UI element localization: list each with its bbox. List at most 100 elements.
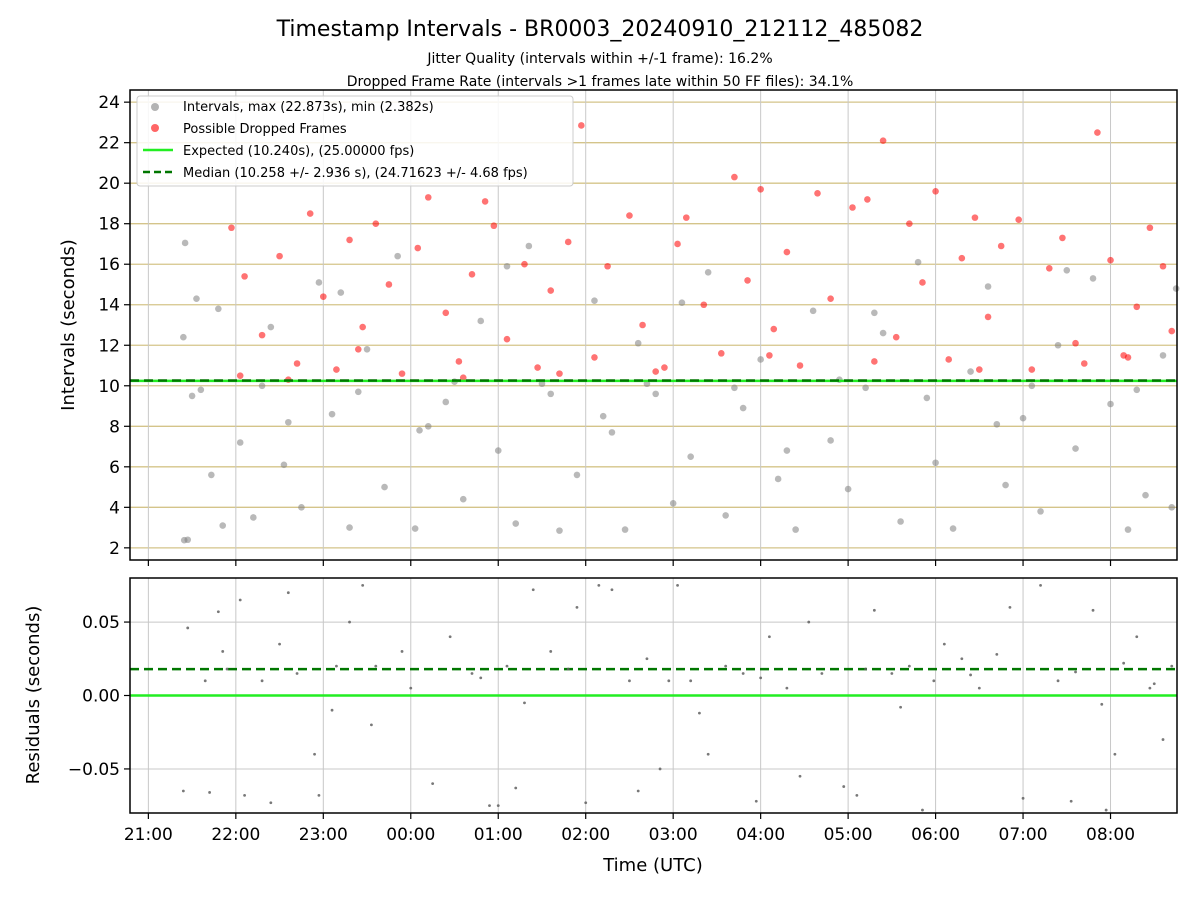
interval-point-43 — [809, 307, 817, 315]
interval-point-60 — [1107, 400, 1114, 408]
residual-point-75 — [479, 676, 483, 680]
interval-point-34 — [652, 390, 659, 398]
dropped-frame-point-25 — [578, 122, 585, 129]
intervals-ytick-label-16: 16 — [98, 255, 120, 275]
residual-point-2 — [203, 679, 207, 683]
residuals-ytick-label-2: 0.05 — [82, 613, 120, 633]
dropped-frame-point-28 — [626, 212, 633, 219]
residual-point-85 — [698, 711, 701, 715]
residual-point-12 — [313, 752, 316, 756]
dropped-frame-point-16 — [455, 358, 463, 365]
residual-point-58 — [995, 652, 999, 656]
interval-point-23 — [477, 317, 485, 325]
interval-point-66 — [354, 388, 362, 396]
residual-point-47 — [820, 672, 824, 675]
residual-point-24 — [496, 804, 500, 808]
interval-point-7 — [219, 522, 227, 529]
residual-point-7 — [243, 793, 246, 797]
residuals-ytick-label-0: −0.05 — [68, 760, 120, 780]
dropped-frame-point-32 — [683, 214, 690, 221]
dropped-frame-point-43 — [849, 204, 856, 211]
interval-point-44 — [827, 437, 834, 444]
interval-point-48 — [897, 518, 904, 525]
interval-point-56 — [1037, 508, 1044, 515]
dropped-frame-point-4 — [293, 360, 301, 367]
dropped-frame-point-42 — [827, 295, 834, 302]
interval-point-76 — [416, 427, 423, 434]
dropped-frame-point-76 — [1080, 360, 1088, 367]
interval-point-62 — [1142, 491, 1149, 499]
dropped-frame-point-20 — [503, 335, 511, 343]
residual-point-1 — [186, 626, 190, 630]
dropped-frame-point-10 — [372, 220, 380, 228]
interval-point-1 — [184, 536, 192, 544]
dropped-frame-point-53 — [984, 313, 992, 321]
residual-point-73 — [295, 672, 299, 675]
residual-point-69 — [1148, 686, 1152, 690]
dropped-frame-point-21 — [521, 260, 528, 268]
residual-point-54 — [932, 679, 936, 683]
interval-point-80 — [215, 305, 222, 313]
intervals-ytick-label-2: 2 — [109, 539, 120, 559]
interval-point-46 — [862, 384, 869, 392]
residual-point-45 — [798, 774, 802, 778]
xtick-label-01:00: 01:00 — [474, 825, 523, 845]
interval-point-19 — [411, 525, 419, 532]
residual-point-64 — [1091, 608, 1095, 612]
residual-point-49 — [855, 793, 859, 797]
residual-point-0 — [181, 789, 185, 793]
dropped-frame-point-58 — [1059, 234, 1066, 242]
dropped-frame-point-63 — [1133, 303, 1141, 311]
residual-point-28 — [549, 650, 553, 653]
residual-point-11 — [286, 591, 290, 595]
residual-point-57 — [977, 686, 981, 690]
dropped-frame-point-27 — [604, 262, 611, 270]
residual-point-34 — [636, 789, 640, 793]
dropped-frame-point-60 — [1094, 129, 1101, 136]
residual-point-26 — [514, 786, 518, 790]
chart-subtitle-jitter: Jitter Quality (intervals within +/-1 fr… — [426, 51, 772, 67]
interval-point-8 — [236, 439, 244, 446]
residual-point-25 — [505, 664, 509, 668]
interval-point-81 — [337, 289, 345, 296]
residual-point-80 — [969, 673, 972, 677]
interval-point-73 — [1028, 382, 1036, 390]
interval-point-9 — [250, 514, 257, 521]
dropped-frame-point-54 — [997, 242, 1005, 250]
residual-point-51 — [890, 672, 894, 675]
x-axis-label: Time (UTC) — [602, 855, 703, 876]
residual-point-6 — [238, 598, 242, 602]
residual-point-81 — [1074, 670, 1077, 674]
intervals-ytick-label-10: 10 — [98, 377, 120, 397]
residual-point-30 — [584, 801, 588, 805]
interval-point-26 — [525, 242, 533, 250]
residual-point-14 — [335, 664, 338, 668]
interval-point-79 — [993, 420, 1001, 428]
dropped-frame-point-48 — [919, 279, 926, 286]
interval-point-12 — [298, 504, 305, 511]
residual-point-60 — [1021, 796, 1025, 800]
interval-point-18 — [394, 252, 401, 260]
xtick-label-04:00: 04:00 — [736, 825, 785, 845]
dropped-frame-point-12 — [398, 370, 406, 377]
residual-point-17 — [370, 723, 373, 727]
interval-point-70 — [731, 384, 738, 392]
legend: Intervals, max (22.873s), min (2.382s) P… — [136, 95, 574, 187]
interval-point-16 — [363, 346, 371, 353]
interval-point-15 — [346, 524, 353, 531]
interval-point-58 — [1072, 445, 1079, 452]
dropped-frame-point-75 — [976, 366, 983, 373]
dropped-frame-point-57 — [1045, 264, 1053, 272]
dropped-frame-point-67 — [236, 372, 244, 379]
interval-point-21 — [442, 398, 450, 406]
dropped-frame-point-61 — [1107, 256, 1114, 264]
dropped-frame-point-38 — [770, 325, 778, 333]
interval-point-75 — [285, 418, 292, 426]
dropped-frame-point-23 — [547, 287, 555, 294]
dropped-frame-point-30 — [652, 368, 659, 375]
interval-point-39 — [739, 404, 747, 412]
interval-point-57 — [1054, 341, 1062, 349]
residual-point-23 — [488, 804, 491, 808]
residual-point-59 — [1008, 605, 1012, 609]
dropped-frame-point-47 — [906, 220, 913, 228]
